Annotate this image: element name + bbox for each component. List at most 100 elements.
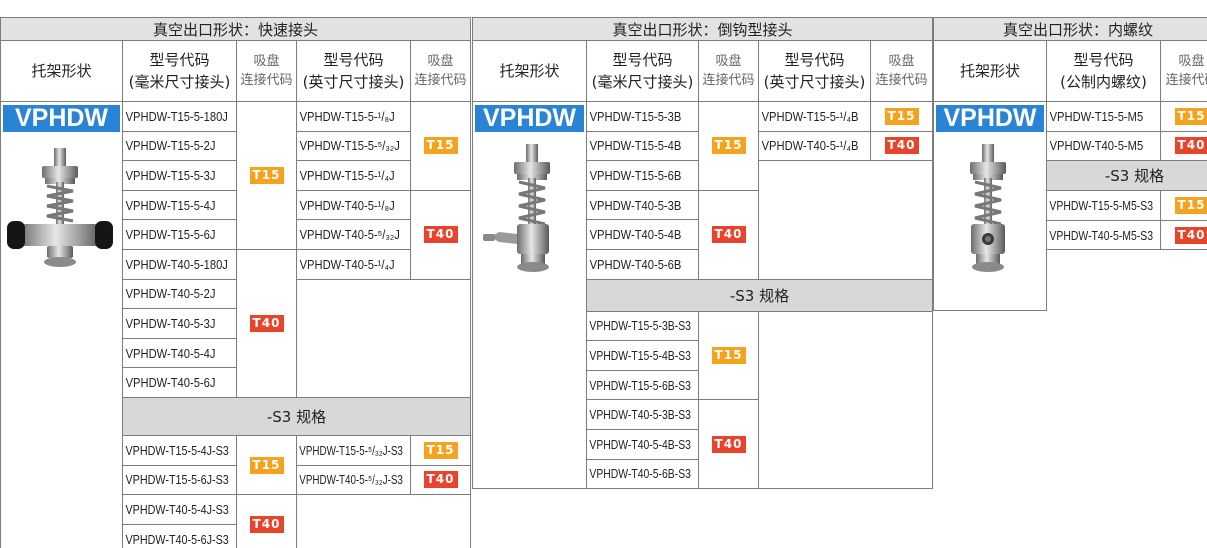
header-line: 型号代码 — [784, 51, 845, 69]
header-bracket: 托架形状 — [933, 40, 1047, 102]
header-line: 吸盘 — [427, 54, 454, 69]
connection-badge: T40 — [884, 137, 919, 155]
header-code: 吸盘连接代码 — [410, 40, 471, 102]
model-code: VPHDW-T15-5-2J — [125, 138, 216, 154]
model-code: VPHDW-T15-5-4B — [589, 138, 682, 154]
model-cell: VPHDW-T40-5-6J — [122, 367, 237, 398]
illustration-part — [19, 224, 101, 246]
connection-cell: T15 — [698, 310, 759, 401]
model-cell: VPHDW-T15-5-¹/₈J — [296, 101, 411, 132]
model-code: VPHDW-T40-5-¹/₄J — [299, 256, 395, 272]
model-cell: VPHDW-T15-5-4B-S3 — [586, 340, 699, 371]
illustration-part — [47, 246, 73, 258]
illustration-part — [970, 144, 1006, 272]
header-code: 吸盘连接代码 — [236, 40, 297, 102]
model-code: VPHDW-T40-5-3J — [125, 315, 216, 331]
connection-cell: T15 — [410, 101, 471, 191]
illustration-part — [985, 236, 991, 242]
illustration-part — [517, 224, 549, 254]
header-line: 吸盘 — [253, 54, 280, 69]
header-bracket: 托架形状 — [0, 40, 123, 102]
illustration-part — [46, 184, 74, 223]
model-code: VPHDW-T15-5-4J-S3 — [125, 442, 229, 458]
header-line: (毫米尺寸接头) — [591, 73, 694, 91]
model-cell: VPHDW-T15-5-¹/₄B — [758, 101, 871, 132]
model-cell: VPHDW-T40-5-3J — [122, 308, 237, 339]
header-line: (公制内螺纹) — [1060, 73, 1147, 91]
model-code: VPHDW-T15-5-⁵/₃₂J — [299, 138, 400, 154]
connection-cell: T15 — [236, 435, 297, 496]
illustration-part — [974, 180, 1002, 226]
bracket-cell: VPHDW — [933, 101, 1047, 311]
header-bracket: 托架形状 — [472, 40, 587, 102]
model-code: VPHDW-T40-5-3B-S3 — [589, 407, 691, 423]
illustration-part — [491, 232, 517, 244]
connection-cell: T15 — [870, 101, 933, 132]
header-model: 型号代码 (毫米尺寸接头) — [122, 40, 237, 102]
model-cell: VPHDW-T40-5-4J-S3 — [122, 494, 237, 525]
connection-cell: T40 — [1160, 219, 1207, 251]
connection-badge: T15 — [1174, 107, 1207, 125]
illustration-part — [972, 262, 1004, 272]
header-line: 吸盘 — [715, 54, 742, 69]
header-line: 吸盘 — [888, 54, 915, 69]
model-cell: VPHDW-T15-5-6J — [122, 219, 237, 250]
model-cell: VPHDW-T40-5-3B — [586, 189, 699, 221]
model-code: VPHDW-T15-5-4B-S3 — [589, 347, 691, 363]
illustration-part — [518, 180, 546, 226]
header-code: 吸盘连接代码 — [698, 40, 759, 102]
model-cell: VPHDW-T15-5-6B — [586, 160, 699, 191]
model-cell: VPHDW-T15-5-4B — [586, 130, 699, 162]
model-cell: VPHDW-T40-5-⁵/₃₂J — [296, 219, 411, 250]
model-code: VPHDW-T15-5-3J — [125, 167, 216, 183]
connection-cell: T40 — [698, 189, 759, 280]
section-title: 真空出口形状：快速接头 — [0, 17, 471, 41]
model-cell: VPHDW-T40-5-6B-S3 — [586, 458, 699, 490]
header-line: (英寸尺寸接头) — [302, 73, 405, 91]
connection-badge: T15 — [711, 346, 746, 364]
model-code: VPHDW-T40-5-180J — [125, 256, 228, 272]
connection-badge: T15 — [884, 107, 919, 125]
header-line: 连接代码 — [1165, 73, 1207, 88]
connection-badge: T40 — [249, 315, 284, 332]
connection-badge: T40 — [1174, 226, 1207, 244]
header-line: 型号代码 — [149, 51, 210, 69]
product-badge: VPHDW — [475, 105, 584, 132]
model-cell: VPHDW-T15-5-⁵/₃₂J-S3 — [296, 435, 411, 466]
model-cell: VPHDW-T15-5-¹/₄J — [296, 160, 411, 191]
header-line: 连接代码 — [414, 73, 467, 88]
model-code: VPHDW-T15-5-M5-S3 — [1049, 197, 1154, 213]
bracket-cell: VPHDW — [472, 101, 587, 490]
section-title: 真空出口形状：内螺纹 — [933, 17, 1207, 41]
illustration-part — [42, 166, 78, 178]
model-code: VPHDW-T40-5-2J — [125, 286, 216, 302]
model-code: VPHDW-T40-5-M5 — [1049, 138, 1144, 154]
connection-cell: T15 — [236, 101, 297, 250]
model-cell: VPHDW-T15-5-180J — [122, 101, 237, 132]
connection-cell: T40 — [1160, 130, 1207, 162]
model-cell: VPHDW-T40-5-M5-S3 — [1046, 219, 1161, 251]
model-code: VPHDW-T40-5-4B — [589, 227, 682, 243]
illustration-part — [45, 178, 75, 184]
product-image — [477, 142, 586, 296]
model-code: VPHDW-T15-5-6B-S3 — [589, 377, 691, 393]
model-cell: VPHDW-T15-5-3B-S3 — [586, 310, 699, 342]
header-model: 型号代码 (英寸尺寸接头) — [296, 40, 411, 102]
connection-cell: T15 — [1160, 101, 1207, 132]
illustration-part — [973, 174, 1003, 180]
header-line: (英寸尺寸接头) — [763, 73, 866, 91]
header-line: (毫米尺寸接头) — [128, 73, 231, 91]
header-model: 型号代码 (英寸尺寸接头) — [758, 40, 871, 102]
model-code: VPHDW-T40-5-¹/₄B — [761, 138, 859, 154]
model-cell: VPHDW-T15-5-4J — [122, 189, 237, 221]
header-line: 连接代码 — [702, 73, 755, 88]
section-title: 真空出口形状：倒钩型接头 — [472, 17, 933, 41]
connection-badge: T40 — [423, 226, 458, 244]
model-cell: VPHDW-T40-5-4B — [586, 219, 699, 250]
model-cell: VPHDW-T40-5-6B — [586, 249, 699, 280]
model-code: VPHDW-T40-5-M5-S3 — [1049, 227, 1154, 243]
model-code: VPHDW-T40-5-4J — [125, 345, 216, 361]
model-cell: VPHDW-T40-5-⁵/₃₂J-S3 — [296, 464, 411, 496]
